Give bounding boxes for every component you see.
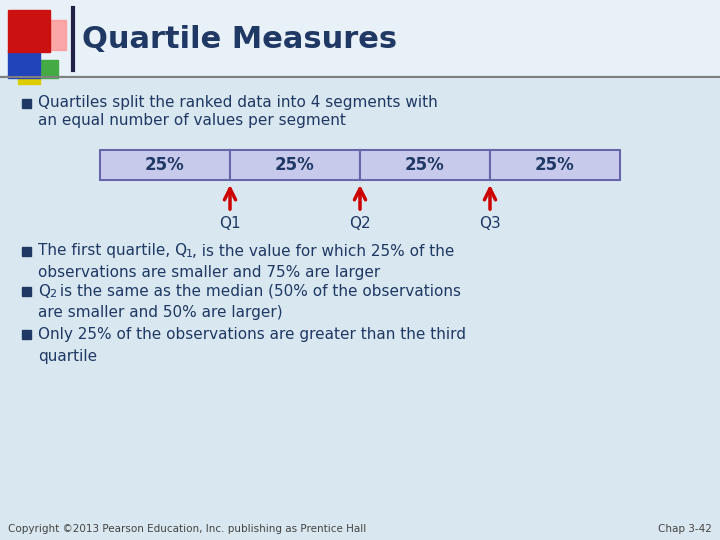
Text: The first quartile, Q: The first quartile, Q [38,244,187,259]
Text: Only 25% of the observations are greater than the third: Only 25% of the observations are greater… [38,327,466,341]
Text: 1: 1 [186,249,193,259]
Text: an equal number of values per segment: an equal number of values per segment [38,112,346,127]
Bar [22,247,31,256]
Text: are smaller and 50% are larger): are smaller and 50% are larger) [38,306,283,321]
Text: Quartile Measures: Quartile Measures [82,24,397,53]
Text: quartile: quartile [38,348,97,363]
Text: is the same as the median (50% of the observations: is the same as the median (50% of the ob… [55,284,461,299]
Bar [360,150,490,180]
Bar [36,20,66,50]
Text: Q2: Q2 [349,216,371,231]
Bar [490,150,620,180]
Bar [230,150,360,180]
Text: Copyright ©2013 Pearson Education, Inc. publishing as Prentice Hall: Copyright ©2013 Pearson Education, Inc. … [8,524,366,534]
Text: 25%: 25% [405,156,445,174]
Text: 2: 2 [49,289,56,299]
Text: 25%: 25% [275,156,315,174]
Text: Q1: Q1 [219,216,240,231]
Bar [22,330,31,339]
Text: Q3: Q3 [479,216,501,231]
Bar [22,287,31,296]
Text: Chap 3-42: Chap 3-42 [658,524,712,534]
Bar [100,150,230,180]
Bar [36,60,58,78]
Bar [18,70,40,84]
Text: 25%: 25% [535,156,575,174]
Text: Quartiles split the ranked data into 4 segments with: Quartiles split the ranked data into 4 s… [38,96,438,111]
Text: Q: Q [38,284,50,299]
Text: observations are smaller and 75% are larger: observations are smaller and 75% are lar… [38,266,380,280]
Text: , is the value for which 25% of the: , is the value for which 25% of the [192,244,454,259]
Text: 25%: 25% [145,156,185,174]
Bar [0,0,720,75]
Bar [8,10,50,52]
Bar [8,50,40,78]
Bar [22,99,31,108]
